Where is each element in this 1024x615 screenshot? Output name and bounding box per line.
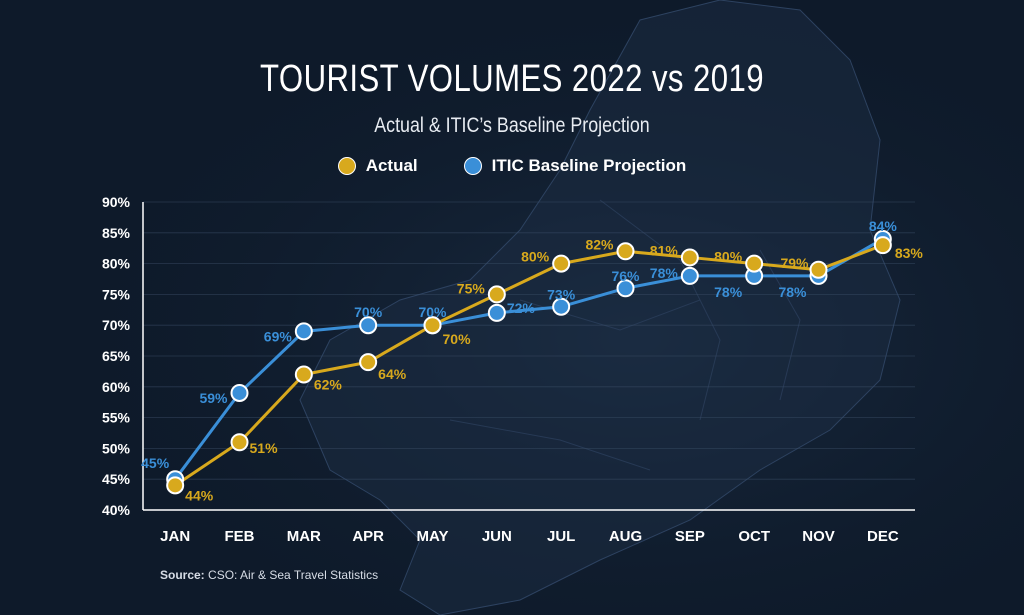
x-tick-label: AUG (609, 528, 642, 545)
x-tick-label: MAR (287, 528, 321, 545)
x-tick-label: NOV (802, 528, 835, 545)
data-label-actual: 81% (650, 242, 679, 258)
y-tick-label: 90% (102, 194, 131, 210)
data-label-itic: 73% (547, 287, 576, 303)
data-point-itic (552, 297, 571, 316)
x-tick-label: FEB (225, 528, 255, 545)
data-point-actual (166, 476, 185, 495)
chart-subtitle: Actual & ITIC’s Baseline Projection (374, 114, 650, 137)
data-label-actual: 82% (585, 236, 614, 252)
data-label-actual: 51% (250, 440, 279, 456)
y-tick-label: 40% (102, 502, 131, 518)
y-tick-label: 80% (102, 256, 131, 272)
data-label-actual: 80% (521, 249, 550, 265)
data-label-itic: 70% (354, 304, 383, 320)
legend-label-actual: Actual (365, 156, 418, 175)
series-line-itic (173, 237, 884, 481)
data-point-itic (230, 383, 249, 402)
x-tick-label: DEC (867, 528, 899, 545)
data-label-actual: 64% (378, 366, 407, 382)
data-label-actual: 70% (443, 331, 472, 347)
legend-item-itic: ITIC Baseline Projection (463, 156, 687, 176)
data-point-actual (487, 285, 506, 304)
data-label-actual: 62% (314, 376, 343, 392)
y-tick-label: 60% (102, 379, 131, 395)
data-label-itic: 78% (650, 265, 679, 281)
data-label-actual: 79% (780, 255, 809, 271)
data-label-actual: 83% (895, 245, 924, 261)
legend-item-actual: Actual (337, 156, 418, 176)
data-label-itic: 70% (418, 304, 447, 320)
x-tick-label: SEP (675, 528, 705, 545)
data-point-actual (230, 433, 249, 452)
legend-swatch-itic (463, 157, 482, 175)
data-point-actual (873, 236, 892, 255)
data-label-actual: 75% (457, 280, 486, 296)
data-point-actual (809, 260, 828, 279)
x-tick-label: JUL (547, 528, 575, 545)
y-tick-label: 45% (102, 471, 131, 487)
series-line-actual (174, 243, 884, 487)
y-tick-label: 75% (102, 286, 131, 302)
data-label-itic: 78% (714, 284, 743, 300)
data-point-actual (294, 365, 313, 384)
x-tick-label: JUN (482, 528, 512, 545)
chart-legend: Actual ITIC Baseline Projection (0, 156, 1024, 176)
data-point-itic (487, 303, 506, 322)
data-label-itic: 84% (869, 218, 898, 234)
chart-title: TOURIST VOLUMES 2022 vs 2019 (260, 58, 764, 100)
data-label-itic: 45% (141, 455, 170, 471)
x-tick-label: APR (352, 528, 384, 545)
data-point-actual (680, 248, 699, 267)
data-point-actual (745, 254, 764, 273)
y-tick-label: 65% (102, 348, 131, 364)
data-label-itic: 78% (778, 284, 807, 300)
y-tick-label: 70% (102, 317, 131, 333)
data-label-itic: 69% (264, 328, 293, 344)
data-label-actual: 44% (185, 487, 214, 503)
data-point-itic (359, 316, 378, 335)
data-point-actual (616, 242, 635, 261)
legend-label-itic: ITIC Baseline Projection (491, 156, 687, 175)
data-point-itic (616, 279, 635, 298)
source-note: Source: CSO: Air & Sea Travel Statistics (160, 568, 378, 582)
data-point-itic (294, 322, 313, 341)
data-point-actual (423, 316, 442, 335)
data-label-actual: 80% (714, 249, 743, 265)
source-text: CSO: Air & Sea Travel Statistics (208, 568, 379, 582)
y-tick-label: 85% (102, 225, 131, 241)
y-tick-label: 55% (102, 410, 131, 426)
x-tick-label: OCT (738, 528, 770, 545)
data-label-itic: 76% (611, 268, 640, 284)
data-point-actual (359, 353, 378, 372)
data-label-itic: 72% (507, 300, 536, 316)
data-label-itic: 59% (199, 390, 228, 406)
x-tick-label: MAY (417, 528, 449, 545)
x-tick-label: JAN (160, 528, 190, 545)
data-point-actual (552, 254, 571, 273)
y-tick-label: 50% (102, 440, 131, 456)
legend-swatch-actual (337, 157, 356, 175)
source-label: Source: (160, 568, 205, 582)
data-point-itic (680, 266, 699, 285)
